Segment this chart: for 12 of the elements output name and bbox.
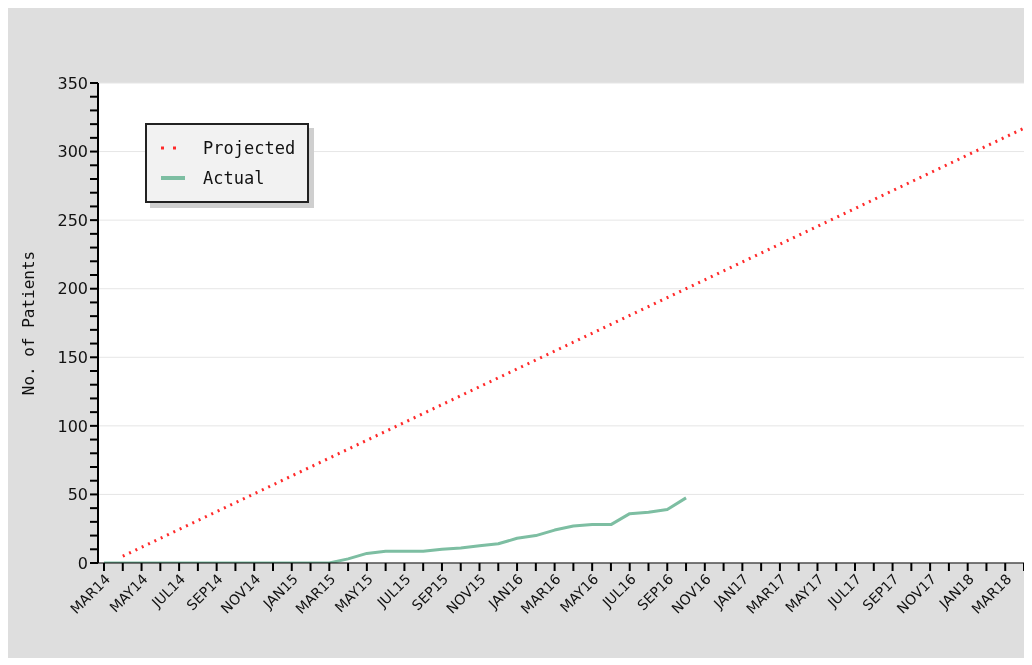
y-tick-label: 50 [67, 485, 88, 505]
y-tick-label: 250 [57, 210, 88, 230]
legend-label: Projected [203, 138, 296, 158]
y-tick-label: 0 [77, 553, 88, 573]
y-tick-label: 300 [57, 142, 88, 162]
y-tick-label: 350 [57, 73, 88, 93]
y-tick-label: 200 [57, 279, 88, 299]
y-tick-label: 100 [57, 416, 88, 436]
legend-label: Actual [203, 168, 265, 188]
y-axis-title: No. of Patients [18, 250, 38, 396]
line-series [121, 126, 1024, 558]
y-tick-label: 150 [57, 347, 88, 367]
